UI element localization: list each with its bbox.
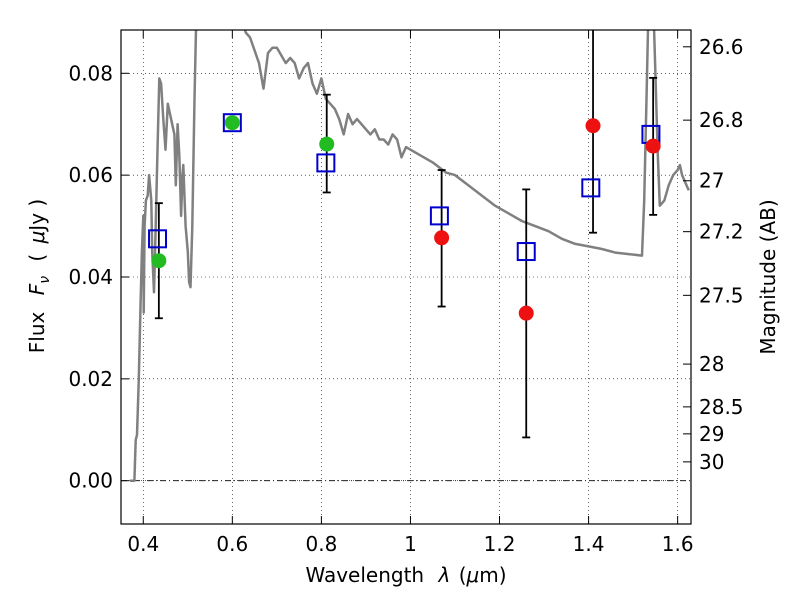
model-photometry-square — [516, 242, 536, 262]
model-spectrum — [129, 30, 690, 482]
x-axis-ticks: 0.4 0.6 0.8 1 1.2 1.4 1.6 — [127, 30, 694, 556]
y2-tick-label: 28.5 — [699, 395, 744, 419]
y-tick-label: 0.06 — [68, 163, 113, 187]
model-spectrum-line — [243, 30, 650, 257]
x-tick-label: 1.2 — [484, 532, 516, 556]
model-photometry-square — [429, 206, 449, 226]
y2-tick-label: 29 — [699, 422, 724, 446]
optical-detection-point — [224, 115, 240, 131]
y2-axis-ticks: 26.6 26.8 27 27.2 27.5 28 28.5 29 30 — [683, 35, 744, 474]
x-tick-label: 1 — [404, 532, 417, 556]
y2-tick-label: 26.8 — [699, 108, 744, 132]
x-tick-label: 1.4 — [573, 532, 605, 556]
x-tick-label: 1.6 — [662, 532, 694, 556]
model-photometry-square — [222, 113, 242, 133]
y2-tick-label: 26.6 — [699, 35, 744, 59]
grid-lines — [121, 30, 691, 524]
model-spectrum-line — [652, 30, 690, 207]
nir-detection-point — [585, 118, 601, 134]
nir-detection-point — [518, 305, 534, 321]
model-photometry-square — [148, 229, 168, 249]
optical-detection-point — [151, 253, 167, 269]
y-tick-label: 0.02 — [68, 367, 113, 391]
y-tick-label: 0.04 — [68, 265, 113, 289]
y-tick-label: 0.08 — [68, 61, 113, 85]
model-photometry-square — [316, 153, 336, 173]
model-photometry-square — [581, 178, 601, 198]
y2-tick-label: 27.2 — [699, 220, 744, 244]
y-axis-ticks: 0.00 0.02 0.04 0.06 0.08 — [68, 61, 129, 493]
x-axis-label: Wavelength λ (μm) — [305, 563, 506, 587]
x-tick-label: 0.4 — [127, 532, 159, 556]
y2-tick-label: 30 — [699, 450, 724, 474]
nir-detection-point — [434, 230, 450, 246]
y-axis-label: Flux Fν ( μJy ) — [25, 199, 54, 353]
model-spectrum-line — [129, 30, 198, 482]
y2-tick-label: 27.5 — [699, 283, 744, 307]
x-tick-label: 0.8 — [305, 532, 337, 556]
x-tick-label: 0.6 — [216, 532, 248, 556]
y2-tick-label: 27 — [699, 169, 724, 193]
y-tick-label: 0.00 — [68, 469, 113, 493]
nir-detection-point — [645, 138, 661, 154]
error-bars — [154, 30, 658, 439]
data-markers — [148, 113, 661, 321]
y2-tick-label: 28 — [699, 352, 724, 376]
optical-detection-point — [319, 136, 335, 152]
y2-axis-label: Magnitude (AB) — [756, 199, 780, 354]
